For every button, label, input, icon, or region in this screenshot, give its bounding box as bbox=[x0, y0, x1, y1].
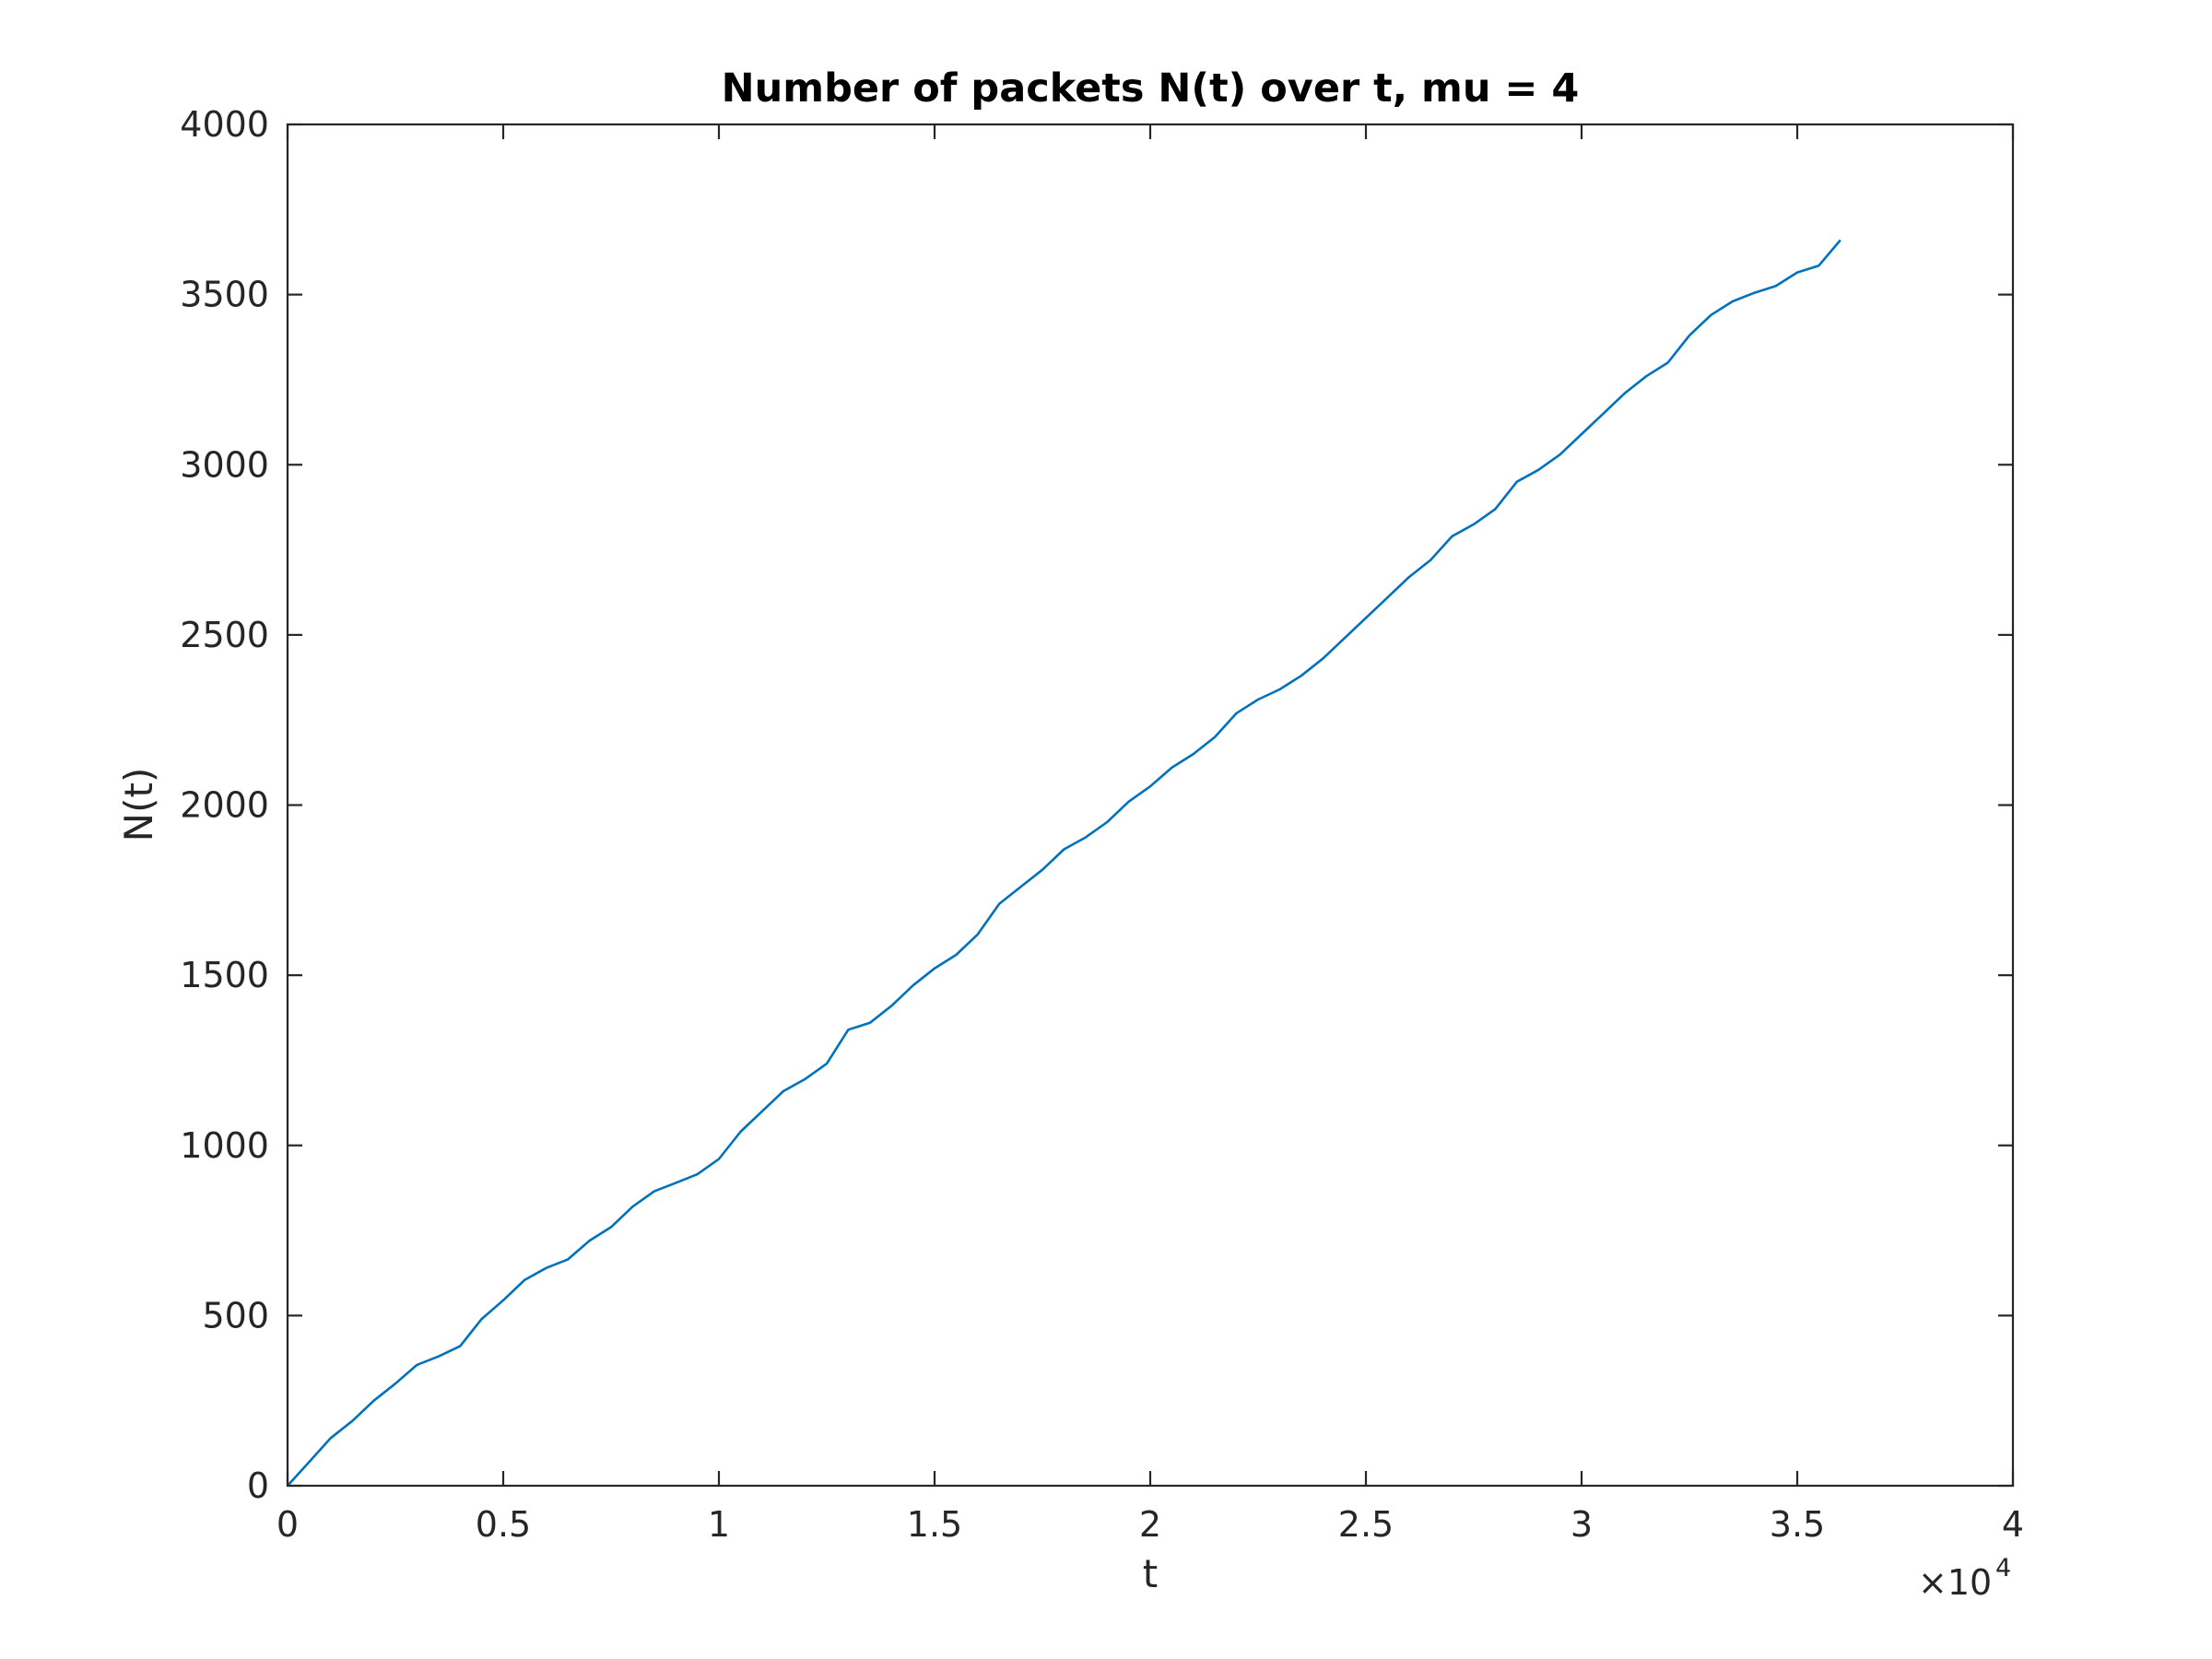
y-tick-label: 3000 bbox=[180, 444, 269, 485]
y-axis-label: N(t) bbox=[116, 768, 161, 842]
y-axis-ticks: 0 500 1000 1500 2000 2500 3000 3500 4000 bbox=[180, 104, 2013, 1506]
y-tick-label: 1000 bbox=[180, 1125, 269, 1166]
x-tick-label: 1 bbox=[708, 1504, 730, 1545]
x-tick-label: 0.5 bbox=[476, 1504, 531, 1545]
y-tick-label: 500 bbox=[202, 1295, 269, 1335]
y-tick-label: 3500 bbox=[180, 275, 269, 315]
x-tick-label: 1.5 bbox=[907, 1504, 962, 1545]
y-tick-label: 1500 bbox=[180, 955, 269, 995]
x-exponent-power: 4 bbox=[1995, 1554, 2011, 1583]
x-tick-label: 0 bbox=[276, 1504, 299, 1545]
plot-area bbox=[288, 124, 2013, 1486]
x-axis-label: t bbox=[1143, 1551, 1158, 1596]
x-tick-label: 2.5 bbox=[1338, 1504, 1394, 1545]
y-tick-label: 4000 bbox=[180, 104, 269, 145]
x-tick-label: 4 bbox=[2002, 1504, 2024, 1545]
y-tick-label: 2500 bbox=[180, 615, 269, 655]
y-tick-label: 2000 bbox=[180, 785, 269, 826]
x-tick-label: 3 bbox=[1571, 1504, 1593, 1545]
y-tick-label: 0 bbox=[247, 1465, 269, 1506]
series-line-n-of-t bbox=[287, 239, 1841, 1487]
data-layer bbox=[287, 239, 1841, 1487]
x-exponent-base: ×10 bbox=[1918, 1562, 1992, 1603]
x-tick-label: 3.5 bbox=[1770, 1504, 1825, 1545]
chart-title: Number of packets N(t) over t, mu = 4 bbox=[722, 65, 1580, 112]
x-tick-label: 2 bbox=[1139, 1504, 1161, 1545]
x-axis-ticks: 0 0.5 1 1.5 2 2.5 3 3.5 4 bbox=[276, 124, 2024, 1545]
x-axis-exponent: ×10 4 bbox=[1918, 1554, 2011, 1603]
